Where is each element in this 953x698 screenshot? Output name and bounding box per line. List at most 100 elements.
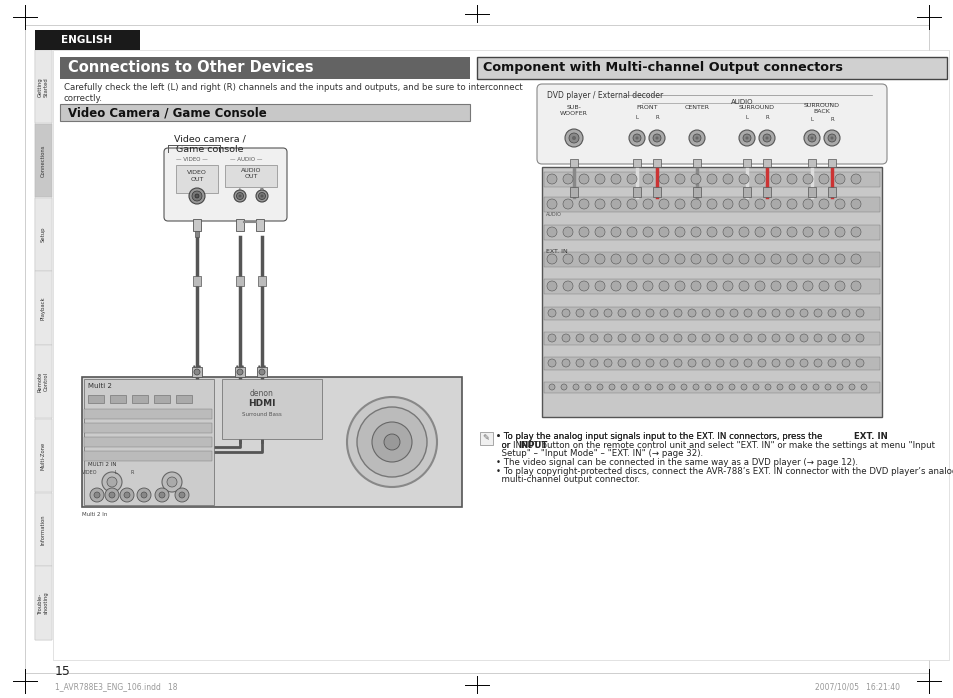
Text: Carefully check the left (L) and right (R) channels and the inputs and outputs, : Carefully check the left (L) and right (… (64, 83, 522, 103)
Text: denon: denon (250, 389, 274, 398)
Circle shape (610, 254, 620, 264)
Circle shape (758, 334, 765, 342)
Text: SURROUND: SURROUND (739, 105, 774, 110)
Circle shape (800, 309, 807, 317)
Bar (255, 219, 264, 231)
Circle shape (562, 227, 573, 237)
Circle shape (659, 227, 668, 237)
Circle shape (578, 199, 588, 209)
Text: CENTER: CENTER (684, 105, 709, 110)
Circle shape (687, 309, 696, 317)
Bar (84, 379, 213, 505)
Circle shape (631, 334, 639, 342)
Circle shape (687, 334, 696, 342)
Circle shape (193, 369, 200, 375)
Text: L: L (744, 115, 748, 120)
Circle shape (701, 334, 709, 342)
Circle shape (834, 254, 844, 264)
Circle shape (802, 254, 812, 264)
Circle shape (722, 227, 732, 237)
Circle shape (687, 359, 696, 367)
Text: WOOFER: WOOFER (559, 111, 587, 116)
Circle shape (189, 188, 205, 204)
Circle shape (384, 434, 399, 450)
Circle shape (850, 227, 861, 237)
Circle shape (692, 134, 700, 142)
Circle shape (675, 174, 684, 184)
Circle shape (785, 359, 793, 367)
Text: Getting
Started: Getting Started (38, 77, 49, 97)
Circle shape (564, 129, 582, 147)
Bar (807, 187, 815, 197)
Bar (692, 159, 700, 167)
Circle shape (716, 309, 723, 317)
Text: ENGLISH: ENGLISH (61, 35, 112, 45)
Text: Connections to Other Devices: Connections to Other Devices (68, 61, 314, 75)
Circle shape (701, 359, 709, 367)
Circle shape (238, 195, 241, 198)
Bar (762, 159, 770, 167)
Text: VIDEO: VIDEO (187, 170, 207, 175)
Bar (742, 159, 750, 167)
Circle shape (834, 227, 844, 237)
Circle shape (568, 133, 578, 143)
Circle shape (770, 227, 781, 237)
Bar (35, 493, 52, 566)
Circle shape (576, 359, 583, 367)
Bar (742, 187, 750, 197)
Circle shape (776, 384, 782, 390)
Circle shape (675, 254, 684, 264)
Bar (175, 395, 192, 403)
Bar (652, 187, 660, 197)
Bar (692, 187, 700, 197)
Circle shape (260, 195, 263, 198)
Circle shape (560, 384, 566, 390)
Circle shape (120, 488, 133, 502)
Circle shape (546, 227, 557, 237)
Circle shape (137, 488, 151, 502)
Circle shape (597, 384, 602, 390)
Circle shape (102, 472, 122, 492)
Text: Connections: Connections (41, 144, 46, 177)
Circle shape (610, 281, 620, 291)
Bar (60, 57, 470, 79)
Bar (192, 367, 202, 377)
Circle shape (754, 254, 764, 264)
Circle shape (626, 199, 637, 209)
Bar (84, 437, 212, 447)
Circle shape (850, 199, 861, 209)
Bar (827, 159, 835, 167)
Circle shape (576, 309, 583, 317)
Circle shape (834, 281, 844, 291)
Circle shape (546, 281, 557, 291)
Bar (35, 124, 52, 197)
Circle shape (347, 397, 436, 487)
Circle shape (659, 309, 667, 317)
Circle shape (105, 488, 119, 502)
Circle shape (802, 281, 812, 291)
Circle shape (642, 227, 652, 237)
Text: Trouble-
shooting: Trouble- shooting (38, 592, 49, 614)
Bar (543, 279, 879, 294)
Text: Setup" – "Input Mode" – "EXT. IN" (→ page 32).: Setup" – "Input Mode" – "EXT. IN" (→ pag… (496, 449, 702, 458)
Circle shape (578, 227, 588, 237)
Circle shape (742, 134, 750, 142)
Bar (543, 172, 879, 187)
Bar (543, 252, 879, 267)
Bar (256, 367, 267, 377)
Circle shape (813, 359, 821, 367)
Text: L: L (810, 117, 813, 122)
Circle shape (124, 492, 130, 498)
Bar (35, 419, 52, 492)
Bar (35, 30, 140, 50)
Circle shape (236, 369, 243, 375)
Circle shape (631, 359, 639, 367)
Circle shape (626, 227, 637, 237)
Bar (35, 566, 52, 639)
Circle shape (722, 174, 732, 184)
Bar (569, 187, 578, 197)
Circle shape (848, 384, 854, 390)
Text: Component with Multi-channel Output connectors: Component with Multi-channel Output conn… (482, 61, 842, 75)
Circle shape (818, 254, 828, 264)
Text: R: R (829, 117, 833, 122)
